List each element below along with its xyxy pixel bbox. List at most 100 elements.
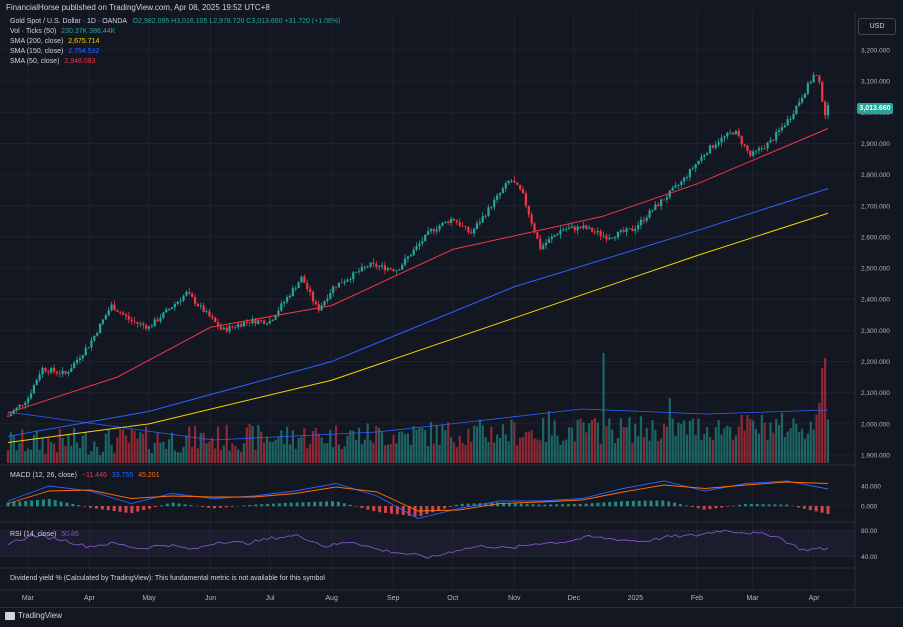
time-tick-label: May bbox=[142, 595, 156, 602]
candle-body bbox=[113, 305, 115, 311]
macd-histogram-bar bbox=[815, 506, 818, 511]
volume-legend[interactable]: Vol · Ticks (50) 230.37K 386.44K bbox=[10, 27, 115, 36]
macd-histogram-bar bbox=[673, 503, 676, 507]
macd-histogram-bar bbox=[278, 503, 281, 506]
volume-bar bbox=[677, 422, 679, 463]
volume-bar bbox=[565, 440, 567, 463]
volume-bar bbox=[427, 446, 429, 463]
candle-body bbox=[706, 153, 708, 154]
candle-body bbox=[450, 219, 452, 223]
candle-body bbox=[96, 333, 98, 336]
macd-histogram-bar bbox=[555, 504, 558, 506]
candle-body bbox=[191, 294, 193, 297]
candle-body bbox=[692, 168, 694, 169]
macd-histogram-bar bbox=[526, 504, 529, 506]
candle-body bbox=[778, 130, 780, 132]
volume-bar bbox=[623, 427, 625, 463]
dividend-note: Dividend yield % (Calculated by TradingV… bbox=[10, 575, 325, 582]
candle-body bbox=[159, 318, 161, 321]
candle-body bbox=[723, 136, 725, 137]
volume-bar bbox=[116, 438, 118, 463]
candle-body bbox=[335, 287, 337, 288]
candle-body bbox=[755, 150, 757, 151]
volume-bar bbox=[39, 450, 41, 463]
volume-bar bbox=[62, 438, 64, 463]
candle-body bbox=[260, 320, 262, 321]
volume-bar bbox=[588, 423, 590, 463]
candle-body bbox=[125, 315, 127, 317]
candle-body bbox=[300, 277, 302, 283]
volume-bar bbox=[453, 442, 455, 463]
time-tick-label: Mar bbox=[747, 595, 760, 602]
sma200-value: 2,675.714 bbox=[68, 38, 99, 45]
candle-body bbox=[634, 229, 636, 231]
volume-bar bbox=[292, 430, 294, 463]
candle-body bbox=[297, 282, 299, 288]
macd-histogram-bar bbox=[213, 506, 216, 508]
macd-histogram-bar bbox=[77, 505, 80, 506]
volume-bar bbox=[410, 445, 412, 463]
candle-body bbox=[574, 227, 576, 231]
volume-bar bbox=[73, 428, 75, 463]
rsi-legend[interactable]: RSI (14, close) 50.85 bbox=[10, 530, 79, 539]
volume-bar bbox=[741, 415, 743, 463]
volume-bar bbox=[321, 438, 323, 463]
volume-bar bbox=[513, 423, 515, 463]
volume-bar bbox=[568, 427, 570, 463]
volume-bar bbox=[338, 445, 340, 463]
macd-histogram-bar bbox=[254, 505, 257, 507]
volume-bar bbox=[226, 425, 228, 463]
sma150-legend[interactable]: SMA (150, close) 2,754.532 bbox=[10, 47, 99, 56]
last-price-tag: 3,013.660 bbox=[857, 103, 893, 114]
candle-body bbox=[47, 371, 49, 372]
sma200-legend[interactable]: SMA (200, close) 2,675.714 bbox=[10, 37, 99, 46]
candle-body bbox=[531, 214, 533, 223]
candle-body bbox=[424, 235, 426, 242]
volume-bar bbox=[208, 442, 210, 463]
price-tick-label: 2,100.000 bbox=[861, 390, 890, 397]
candle-body bbox=[105, 315, 107, 319]
candle-body bbox=[228, 326, 230, 331]
currency-button[interactable]: USD bbox=[858, 18, 896, 35]
candle-body bbox=[62, 371, 64, 374]
macd-histogram-bar bbox=[520, 504, 523, 507]
macd-histogram-bar bbox=[455, 505, 458, 507]
candle-body bbox=[551, 237, 553, 239]
price-tick-label: 2,200.000 bbox=[861, 359, 890, 366]
volume-bar bbox=[479, 420, 481, 463]
candle-body bbox=[654, 205, 656, 211]
candle-body bbox=[766, 143, 768, 149]
candle-body bbox=[110, 305, 112, 311]
volume-bar bbox=[625, 427, 627, 463]
candle-body bbox=[700, 157, 702, 161]
candle-body bbox=[67, 372, 69, 374]
volume-bar bbox=[441, 425, 443, 463]
macd-histogram-bar bbox=[644, 501, 647, 507]
candle-body bbox=[813, 75, 815, 82]
volume-bar bbox=[789, 428, 791, 463]
macd-histogram-bar bbox=[549, 504, 552, 506]
volume-bar bbox=[110, 445, 112, 463]
main-legend[interactable]: Gold Spot / U.S. Dollar · 1D · OANDA O2,… bbox=[10, 17, 341, 26]
volume-bar bbox=[404, 434, 406, 463]
candle-body bbox=[528, 206, 530, 215]
candle-body bbox=[482, 216, 484, 222]
volume-bar bbox=[7, 450, 9, 463]
candle-body bbox=[102, 320, 104, 324]
candle-body bbox=[718, 142, 720, 144]
tradingview-logo[interactable]: TradingView bbox=[5, 611, 62, 620]
macd-legend[interactable]: MACD (12, 26, close) −11.446 33.755 45.2… bbox=[10, 471, 160, 480]
candle-body bbox=[441, 223, 443, 226]
volume-bar bbox=[703, 434, 705, 463]
candle-body bbox=[513, 181, 515, 183]
candle-body bbox=[36, 380, 38, 385]
volume-bar bbox=[214, 449, 216, 463]
volume-bar bbox=[531, 430, 533, 463]
volume-bar bbox=[758, 434, 760, 463]
rsi-label: RSI (14, close) bbox=[10, 531, 56, 538]
candle-body bbox=[617, 232, 619, 238]
volume-bar bbox=[611, 430, 613, 463]
sma50-legend[interactable]: SMA (50, close) 2,948.083 bbox=[10, 57, 96, 66]
